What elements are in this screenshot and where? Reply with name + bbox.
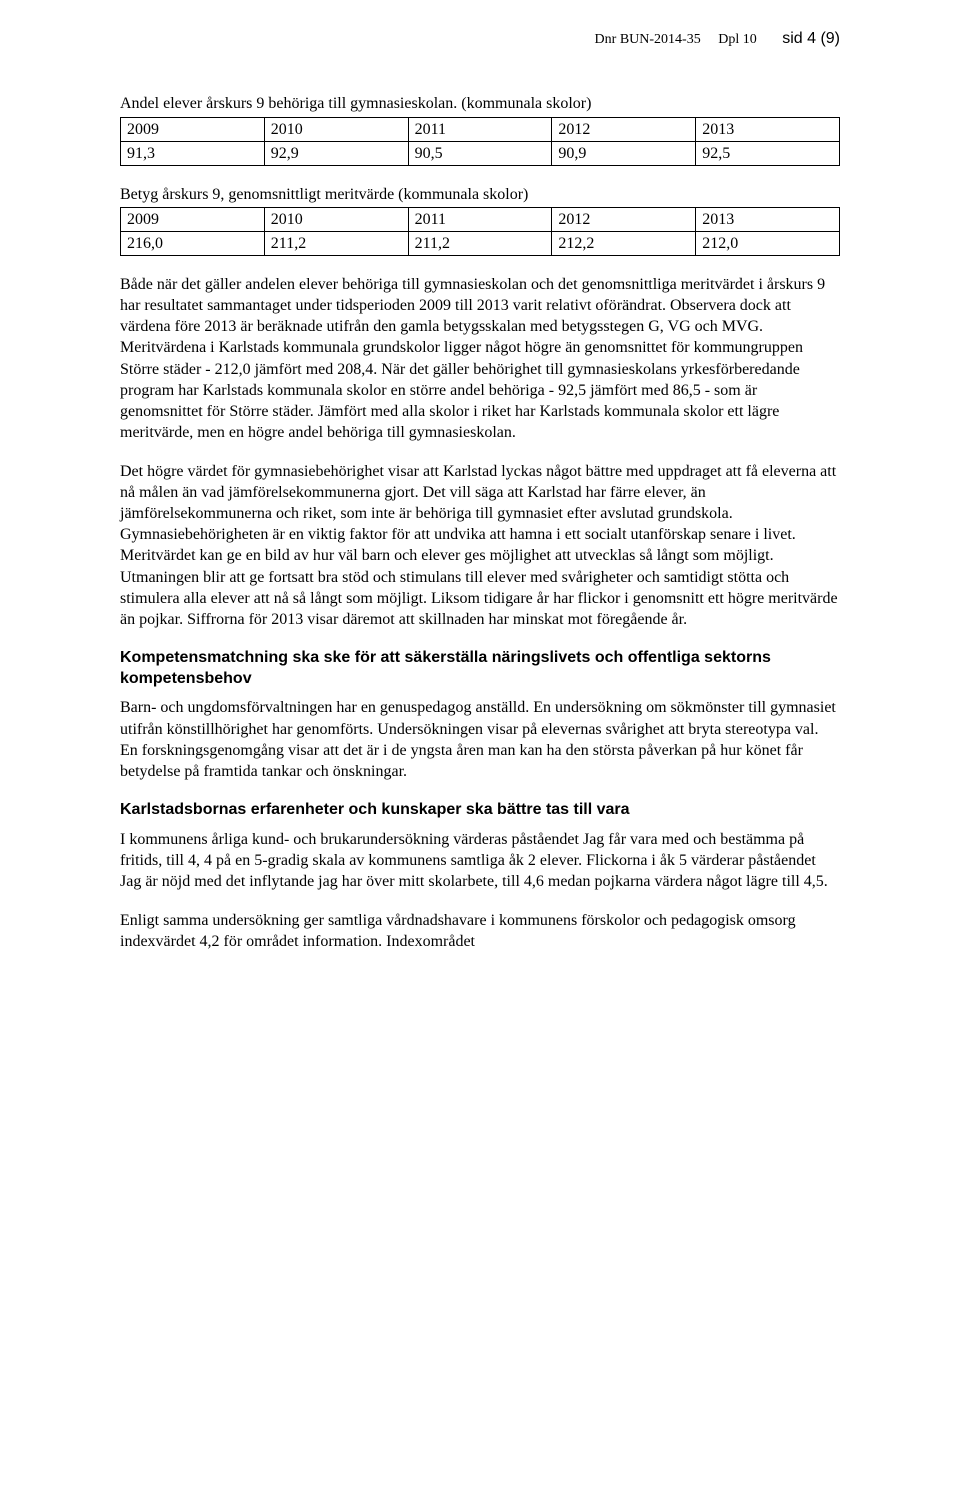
table2-caption: Betyg årskurs 9, genomsnittligt meritvär… bbox=[120, 184, 840, 205]
table-cell: 2012 bbox=[552, 207, 696, 231]
header-dpl: Dpl 10 bbox=[718, 32, 757, 47]
paragraph-5: Enligt samma undersökning ger samtliga v… bbox=[120, 910, 840, 952]
table-row: 91,3 92,9 90,5 90,9 92,5 bbox=[121, 141, 840, 165]
table-row: 2009 2010 2011 2012 2013 bbox=[121, 117, 840, 141]
page-header: Dnr BUN-2014-35 Dpl 10 sid 4 (9) bbox=[120, 28, 840, 49]
table-cell: 2012 bbox=[552, 117, 696, 141]
table-cell: 2011 bbox=[408, 207, 552, 231]
subheading-1: Kompetensmatchning ska ske för att säker… bbox=[120, 648, 840, 690]
table-cell: 92,5 bbox=[696, 141, 840, 165]
table-cell: 212,2 bbox=[552, 232, 696, 256]
paragraph-4: I kommunens årliga kund- och brukarunder… bbox=[120, 829, 840, 892]
table-cell: 91,3 bbox=[121, 141, 265, 165]
header-page-label: sid 4 (9) bbox=[782, 30, 840, 47]
table-cell: 211,2 bbox=[408, 232, 552, 256]
table-cell: 92,9 bbox=[264, 141, 408, 165]
table-cell: 2010 bbox=[264, 207, 408, 231]
table1-caption: Andel elever årskurs 9 behöriga till gym… bbox=[120, 93, 840, 114]
table-cell: 2009 bbox=[121, 117, 265, 141]
table-cell: 2011 bbox=[408, 117, 552, 141]
table-cell: 90,9 bbox=[552, 141, 696, 165]
subheading-2: Karlstadsbornas erfarenheter och kunskap… bbox=[120, 800, 840, 821]
table-cell: 2013 bbox=[696, 117, 840, 141]
table-row: 216,0 211,2 211,2 212,2 212,0 bbox=[121, 232, 840, 256]
table-cell: 2010 bbox=[264, 117, 408, 141]
table-cell: 216,0 bbox=[121, 232, 265, 256]
header-dnr: Dnr BUN-2014-35 bbox=[595, 32, 701, 47]
table2: 2009 2010 2011 2012 2013 216,0 211,2 211… bbox=[120, 207, 840, 256]
table-cell: 212,0 bbox=[696, 232, 840, 256]
paragraph-1: Både när det gäller andelen elever behör… bbox=[120, 274, 840, 443]
table-row: 2009 2010 2011 2012 2013 bbox=[121, 207, 840, 231]
table-cell: 211,2 bbox=[264, 232, 408, 256]
table-cell: 90,5 bbox=[408, 141, 552, 165]
table-cell: 2013 bbox=[696, 207, 840, 231]
paragraph-2: Det högre värdet för gymnasiebehörighet … bbox=[120, 461, 840, 630]
table1: 2009 2010 2011 2012 2013 91,3 92,9 90,5 … bbox=[120, 117, 840, 166]
paragraph-3: Barn- och ungdomsförvaltningen har en ge… bbox=[120, 697, 840, 781]
table-cell: 2009 bbox=[121, 207, 265, 231]
